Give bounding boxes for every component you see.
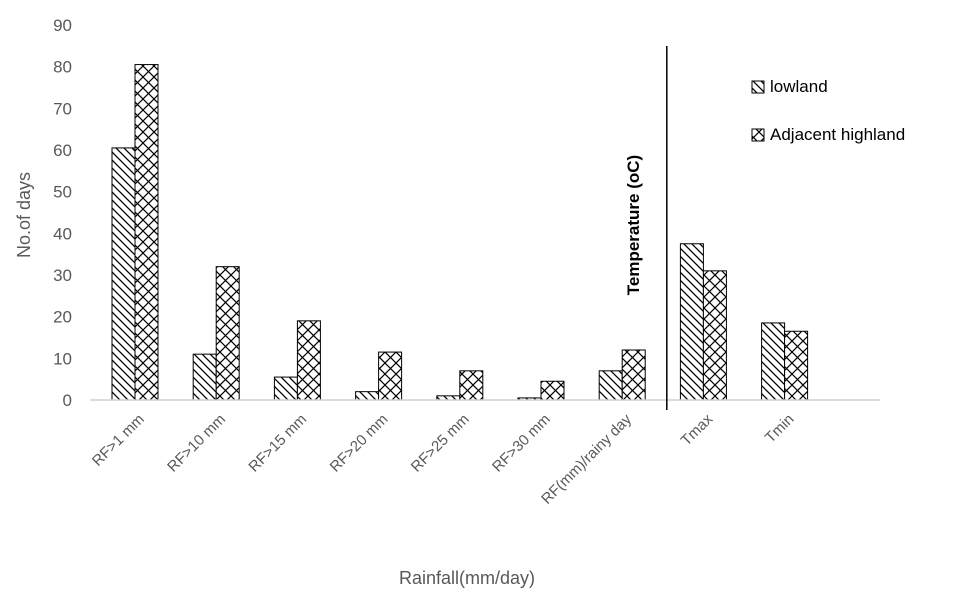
x-tick-label: RF>15 mm (245, 411, 310, 476)
bar-adjacent-highland (540, 380, 565, 401)
bar-lowland (761, 322, 786, 401)
bars-group (111, 64, 809, 401)
legend-swatch (751, 128, 765, 142)
x-tick-label: RF>20 mm (327, 411, 392, 476)
legend-label: lowland (770, 77, 828, 96)
legend: lowland Adjacent highland (751, 77, 905, 144)
x-axis-title: Rainfall(mm/day) (399, 568, 535, 588)
y-tick-label: 40 (53, 224, 72, 243)
y-axis: 0 10 20 30 40 50 60 70 80 90 (53, 16, 72, 410)
x-tick-label: RF>1 mm (89, 411, 148, 470)
bar-lowland (598, 370, 623, 401)
y-tick-label: 60 (53, 141, 72, 160)
bar-lowland (192, 353, 217, 401)
x-tick-label: RF(mm)/rainy day (538, 410, 635, 507)
legend-label: Adjacent highland (770, 125, 905, 144)
bar-adjacent-highland (296, 320, 321, 401)
x-tick-label: Tmax (678, 410, 717, 449)
bar-adjacent-highland (215, 266, 240, 401)
x-tick-label: RF>10 mm (164, 411, 229, 476)
legend-swatch (751, 80, 765, 94)
y-tick-label: 10 (53, 349, 72, 368)
bar-adjacent-highland (134, 64, 159, 401)
bar-adjacent-highland (378, 351, 403, 401)
bar-adjacent-highland (459, 370, 484, 401)
y-tick-label: 80 (53, 58, 72, 77)
y-tick-label: 50 (53, 183, 72, 202)
temperature-axis-title: Temperature (oC) (624, 155, 643, 295)
bar-adjacent-highland (784, 330, 809, 401)
y-tick-label: 70 (53, 99, 72, 118)
x-tick-label: RF>25 mm (408, 411, 473, 476)
y-axis-title: No.of days (14, 172, 34, 258)
bar-lowland (355, 391, 380, 401)
y-tick-label: 90 (53, 16, 72, 35)
bar-adjacent-highland (702, 270, 727, 401)
bar-lowland (273, 376, 298, 401)
y-tick-label: 0 (63, 391, 72, 410)
x-axis: RF>1 mm RF>10 mm RF>15 mm RF>20 mm RF>25 mm R… (89, 399, 880, 508)
bar-adjacent-highland (621, 349, 646, 401)
bar-lowland (111, 147, 136, 401)
y-tick-label: 30 (53, 266, 72, 285)
x-tick-label: Tmin (762, 411, 798, 447)
bar-lowland (679, 243, 704, 401)
y-tick-label: 20 (53, 308, 72, 327)
x-tick-label: RF>30 mm (489, 411, 554, 476)
